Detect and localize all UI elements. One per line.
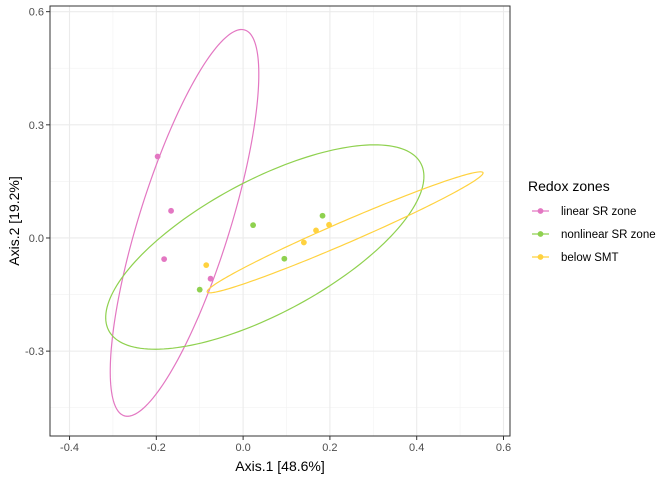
legend-label-linear-sr-zone: linear SR zone: [561, 206, 636, 218]
x-tick-label: -0.4: [60, 442, 79, 454]
legend-label-nonlinear-sr-zone: nonlinear SR zone: [561, 229, 656, 241]
below-smt-point: [203, 262, 210, 269]
linear-sr-zone-ellipse: [109, 28, 260, 417]
plot-border: [49, 5, 511, 437]
x-tick-label: 0.0: [235, 442, 250, 454]
legend-key-point-nonlinear-sr-zone: [537, 231, 544, 237]
below-smt-point: [313, 227, 319, 234]
nonlinear-sr-zone-point: [281, 255, 288, 262]
y-tick-label: 0.6: [29, 7, 44, 19]
y-tick-label: 0.0: [29, 233, 44, 245]
legend-key-point-linear-sr-zone: [537, 208, 544, 214]
legend-key-point-below-smt: [537, 254, 544, 260]
below-smt-point: [300, 239, 307, 246]
y-tick-label: -0.3: [25, 346, 44, 358]
x-tick-label: -0.2: [147, 442, 166, 454]
x-axis-title: Axis.1 [48.6%]: [235, 458, 325, 474]
x-tick-label: 0.2: [322, 442, 337, 454]
legend-items: linear SR zone nonlinear SR zone below SMT: [532, 206, 656, 264]
nonlinear-sr-zone-point: [196, 286, 203, 293]
x-tick-label: 0.4: [409, 442, 424, 454]
y-axis-ticks: -0.3 0.0 0.3 0.6: [25, 7, 50, 358]
below-smt-ellipse: [206, 171, 484, 294]
legend-label-below-smt: below SMT: [561, 252, 619, 264]
x-axis-ticks: -0.4 -0.2 0.0 0.2 0.4 0.6: [60, 436, 511, 454]
nonlinear-sr-zone-point: [319, 212, 326, 219]
y-axis-title: Axis.2 [19.2%]: [6, 176, 22, 266]
nonlinear-sr-zone-ellipse: [105, 144, 425, 350]
plot-panel: [50, 6, 510, 436]
linear-sr-zone-point: [161, 256, 168, 262]
confidence-ellipses: [105, 28, 484, 417]
major-gridlines: [50, 6, 510, 436]
linear-sr-zone-point: [154, 153, 161, 160]
data-points: [154, 153, 332, 293]
legend-title: Redox zones: [528, 178, 610, 194]
x-tick-label: 0.6: [496, 442, 511, 454]
minor-gridlines: [50, 6, 510, 436]
y-tick-label: 0.3: [29, 120, 44, 132]
nonlinear-sr-zone-point: [250, 222, 256, 229]
below-smt-point: [326, 221, 332, 228]
linear-sr-zone-point: [207, 275, 214, 282]
linear-sr-zone-point: [168, 207, 174, 214]
legend: Redox zones linear SR zone nonlinear SR z…: [528, 178, 656, 264]
